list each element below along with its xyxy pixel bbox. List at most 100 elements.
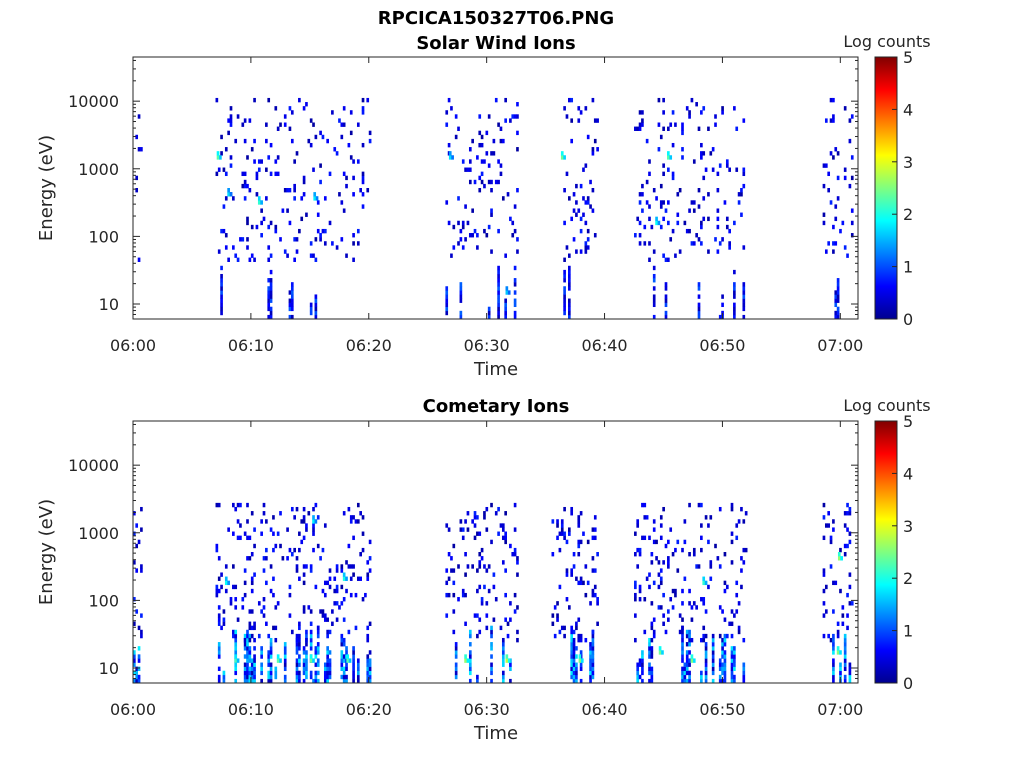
spectrogram-cell — [135, 568, 139, 573]
spectrogram-cell — [674, 588, 677, 594]
spectrogram-cell — [248, 257, 252, 262]
spectrogram-cell — [246, 642, 249, 647]
spectrogram-cell — [721, 637, 724, 643]
spectrogram-cell — [295, 662, 299, 667]
spectrogram-cell — [485, 568, 489, 573]
spectrogram-cell — [742, 167, 746, 172]
spectrogram-cell — [328, 650, 332, 655]
spectrogram-cell — [681, 588, 684, 594]
spectrogram-cell — [338, 118, 341, 123]
spectrogram-cell — [579, 678, 583, 684]
spectrogram-cell — [591, 670, 595, 676]
spectrogram-cell — [570, 666, 574, 672]
spectrogram-cell — [340, 654, 344, 659]
spectrogram-cell — [487, 224, 491, 230]
spectrogram-cell — [822, 220, 826, 226]
spectrogram-cell — [737, 200, 741, 205]
spectrogram-cell — [314, 294, 318, 299]
spectrogram-cell — [295, 249, 299, 254]
x-tick-label: 06:50 — [699, 700, 745, 719]
spectrogram-cell — [352, 535, 355, 541]
spectrogram-cell — [480, 159, 484, 164]
spectrogram-cell — [700, 110, 703, 115]
spectrogram-cell — [234, 678, 238, 684]
spectrogram-cell — [248, 658, 252, 663]
spectrogram-cell — [558, 531, 562, 536]
spectrogram-cell — [648, 216, 651, 222]
spectrogram-cell — [650, 674, 654, 680]
spectrogram-cell — [269, 142, 273, 148]
spectrogram-cell — [473, 228, 477, 234]
spectrogram-cell — [309, 241, 313, 246]
x-tick: 07:00 — [817, 421, 863, 719]
spectrogram-cell — [704, 670, 708, 676]
spectrogram-cell — [497, 278, 500, 283]
spectrogram-cell — [246, 633, 249, 639]
spectrogram-cell — [274, 106, 278, 111]
spectrogram-cell — [217, 556, 221, 561]
spectrogram-cell — [302, 506, 306, 512]
spectrogram-cell — [822, 588, 826, 594]
spectrogram-cell — [667, 155, 670, 160]
spectrogram-cell — [262, 502, 266, 508]
spectrogram-cell — [288, 290, 292, 295]
spectrogram-cell — [288, 126, 292, 131]
spectrogram-cell — [681, 617, 684, 622]
spectrogram-cell — [137, 678, 141, 684]
spectrogram-cell — [681, 670, 684, 676]
spectrogram-cell — [466, 527, 470, 532]
spectrogram-cell — [246, 237, 249, 242]
spectrogram-cell — [133, 662, 136, 667]
spectrogram-cell — [711, 662, 715, 667]
spectrogram-cell — [504, 592, 507, 598]
y-tick-label: 100 — [88, 591, 119, 610]
spectrogram-cell — [641, 666, 644, 672]
spectrogram-cell — [309, 306, 313, 312]
spectrogram-cell — [848, 183, 852, 189]
spectrogram-cell — [742, 282, 746, 287]
spectrogram-cell — [839, 588, 842, 594]
spectrogram-cell — [850, 220, 854, 226]
spectrogram-cell — [652, 539, 656, 545]
spectrogram-cell — [269, 564, 273, 569]
spectrogram-cell — [685, 642, 689, 647]
spectrogram-cell — [345, 678, 348, 684]
spectrogram-cell — [335, 568, 339, 573]
spectrogram-cell — [648, 241, 651, 246]
spectrogram-cell — [281, 556, 285, 561]
spectrogram-cell — [345, 560, 348, 565]
spectrogram-cell — [232, 245, 235, 250]
spectrogram-cell — [636, 126, 640, 131]
spectrogram-cell — [368, 662, 372, 667]
spectrogram-cell — [658, 650, 662, 655]
spectrogram-cell — [366, 658, 370, 663]
spectrogram-cell — [563, 294, 566, 299]
spectrogram-cell — [253, 678, 256, 684]
spectrogram-cell — [335, 617, 339, 622]
spectrogram-cell — [843, 646, 847, 651]
spectrogram-cell — [723, 588, 727, 594]
spectrogram-cell — [272, 531, 275, 536]
spectrogram-cell — [596, 601, 599, 606]
spectrogram-cell — [364, 592, 367, 598]
spectrogram-cell — [634, 580, 637, 586]
spectrogram-cell — [445, 286, 449, 291]
x-axis-label: Time — [473, 359, 518, 380]
spectrogram-cell — [504, 314, 507, 320]
spectrogram-cell — [354, 519, 358, 524]
spectrogram-cell — [683, 576, 687, 581]
spectrogram-cell — [314, 237, 318, 242]
spectrogram-cell — [217, 605, 221, 610]
spectrogram-cell — [217, 576, 221, 581]
spectrogram-cell — [586, 134, 590, 140]
spectrogram-cell — [457, 241, 460, 246]
spectrogram-cell — [718, 163, 722, 168]
spectrogram-cell — [248, 646, 252, 651]
spectrogram-cell — [504, 118, 507, 123]
spectrogram-cell — [513, 290, 517, 295]
spectrogram-cell — [572, 564, 576, 569]
spectrogram-cell — [473, 613, 477, 618]
spectrogram-cell — [241, 171, 245, 177]
spectrogram-cell — [688, 228, 691, 234]
